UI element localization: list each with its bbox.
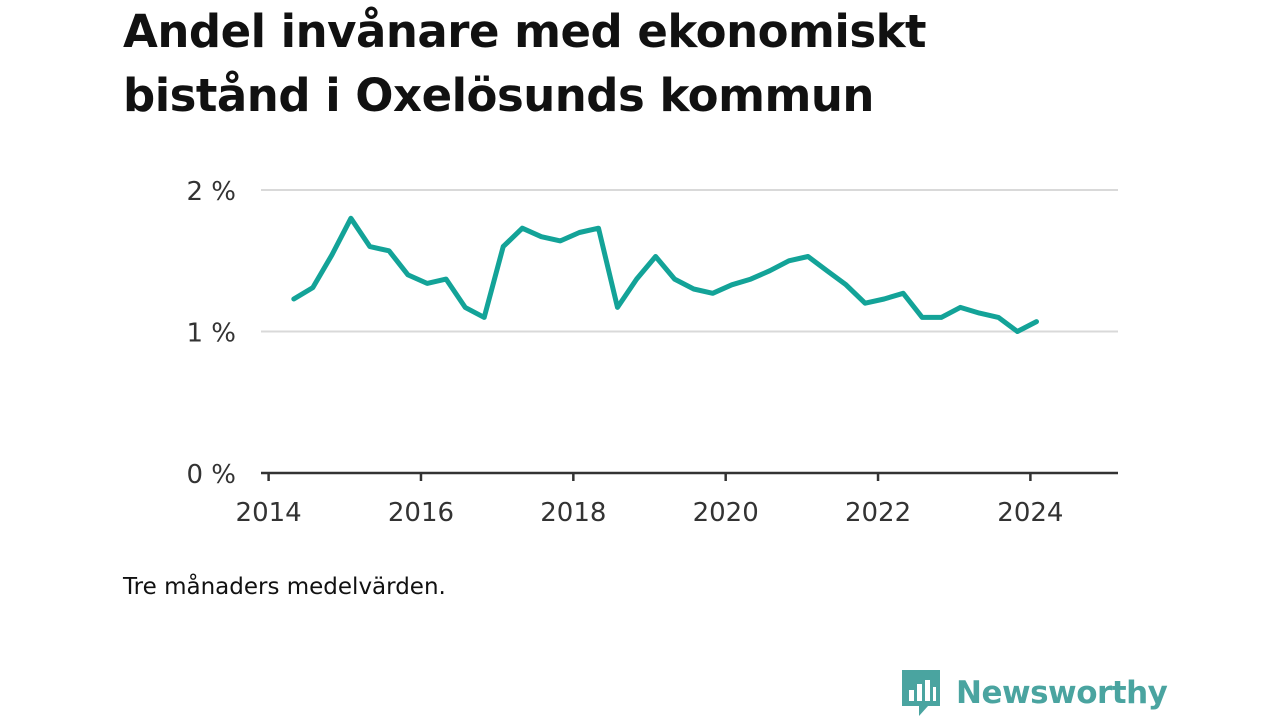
data-point bbox=[710, 291, 715, 296]
data-point bbox=[367, 244, 372, 249]
series-line bbox=[291, 215, 1039, 334]
data-point bbox=[958, 305, 963, 310]
data-point bbox=[615, 305, 620, 310]
data-point bbox=[444, 277, 449, 282]
data-point bbox=[1015, 329, 1020, 334]
x-axis bbox=[261, 471, 1118, 481]
data-point bbox=[767, 268, 772, 273]
data-point bbox=[748, 277, 753, 282]
chart-note: Tre månaders medelvärden. bbox=[123, 574, 446, 600]
data-point bbox=[539, 234, 544, 239]
x-tick-label: 2020 bbox=[693, 498, 759, 528]
series-lines bbox=[291, 215, 1039, 334]
x-tick-label: 2024 bbox=[997, 498, 1063, 528]
y-axis-tick-labels: 0 % 1 % 2 % bbox=[186, 177, 236, 490]
x-tick-label: 2022 bbox=[845, 498, 911, 528]
y-tick-label: 0 % bbox=[186, 460, 236, 490]
data-point bbox=[672, 277, 677, 282]
x-tick-label: 2016 bbox=[388, 498, 454, 528]
data-point bbox=[596, 226, 601, 231]
data-point bbox=[939, 315, 944, 320]
data-point bbox=[634, 277, 639, 282]
data-point bbox=[729, 282, 734, 287]
data-point bbox=[844, 282, 849, 287]
data-point bbox=[806, 254, 811, 259]
data-point bbox=[463, 305, 468, 310]
data-point bbox=[501, 244, 506, 249]
data-point bbox=[996, 315, 1001, 320]
bar-chart-speech-bubble-icon bbox=[902, 670, 940, 716]
data-point bbox=[348, 216, 353, 221]
y-tick-label: 1 % bbox=[186, 319, 236, 349]
gridlines bbox=[261, 189, 1118, 333]
data-point bbox=[577, 230, 582, 235]
data-point bbox=[691, 287, 696, 292]
data-point bbox=[901, 291, 906, 296]
data-point bbox=[291, 297, 296, 302]
y-tick-label: 2 % bbox=[186, 177, 236, 207]
data-point bbox=[387, 248, 392, 253]
data-point bbox=[329, 253, 334, 258]
x-axis-tick-labels: 2014 2016 2018 2020 2022 2024 bbox=[236, 498, 1064, 528]
data-point bbox=[882, 297, 887, 302]
data-point bbox=[653, 254, 658, 259]
data-point bbox=[520, 226, 525, 231]
data-point bbox=[977, 311, 982, 316]
newsworthy-logo: Newsworthy bbox=[900, 668, 1168, 718]
data-point bbox=[1034, 319, 1039, 324]
data-point bbox=[558, 238, 563, 243]
data-point bbox=[482, 315, 487, 320]
x-tick-label: 2014 bbox=[236, 498, 302, 528]
data-point bbox=[786, 258, 791, 263]
data-point bbox=[425, 281, 430, 286]
data-point bbox=[825, 268, 830, 273]
data-point bbox=[920, 315, 925, 320]
chart-title: Andel invånare med ekonomiskt bistånd i … bbox=[123, 5, 927, 122]
x-tick-label: 2018 bbox=[540, 498, 606, 528]
brand-name: Newsworthy bbox=[956, 675, 1168, 711]
data-point bbox=[863, 301, 868, 306]
data-point bbox=[310, 285, 315, 290]
data-point bbox=[406, 272, 411, 277]
